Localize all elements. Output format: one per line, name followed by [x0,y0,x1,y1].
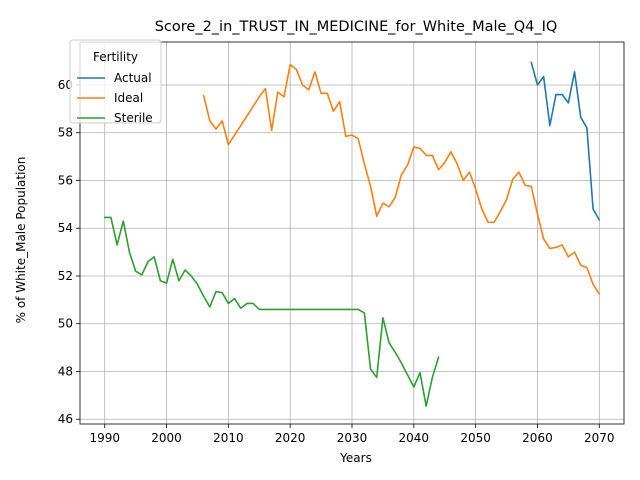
series-line-sterile [103,216,440,407]
x-tick-label: 2040 [399,431,430,445]
x-axis-label: Years [339,451,372,465]
legend: Fertility Actual Ideal Sterile [69,39,162,125]
legend-title: Fertility [93,50,138,64]
x-tick-label: 2060 [522,431,553,445]
series-line-ideal [202,63,601,295]
x-tick-label: 2030 [337,431,368,445]
y-axis-label: % of White_Male Population [14,157,28,324]
series-lines [103,61,601,407]
y-tick-label: 56 [58,173,73,187]
series-line-actual [530,61,601,221]
y-tick-label: 60 [58,78,73,92]
y-tick-label: 50 [58,317,73,331]
y-tick-label: 58 [58,126,73,140]
legend-entries: Actual Ideal Sterile [77,71,153,125]
x-tick-label: 2050 [460,431,491,445]
y-tick-label: 52 [58,269,73,283]
x-tick-label: 2000 [151,431,182,445]
axis-ticks: 1990 2000 2010 2020 2030 2040 2050 2060 2070 46 48… [58,78,615,445]
y-tick-label: 54 [58,221,73,235]
x-tick-label: 1990 [89,431,120,445]
y-tick-label: 48 [58,364,73,378]
legend-label-sterile: Sterile [114,111,153,125]
legend-label-ideal: Ideal [114,91,143,105]
y-tick-label: 46 [58,412,73,426]
legend-label-actual: Actual [114,71,152,85]
legend-box [69,39,162,124]
grid [80,42,624,424]
x-tick-label: 2020 [275,431,306,445]
chart-title: Score_2_in_TRUST_IN_MEDICINE_for_White_M… [155,19,558,35]
x-tick-label: 2010 [213,431,244,445]
x-tick-label: 2070 [584,431,615,445]
